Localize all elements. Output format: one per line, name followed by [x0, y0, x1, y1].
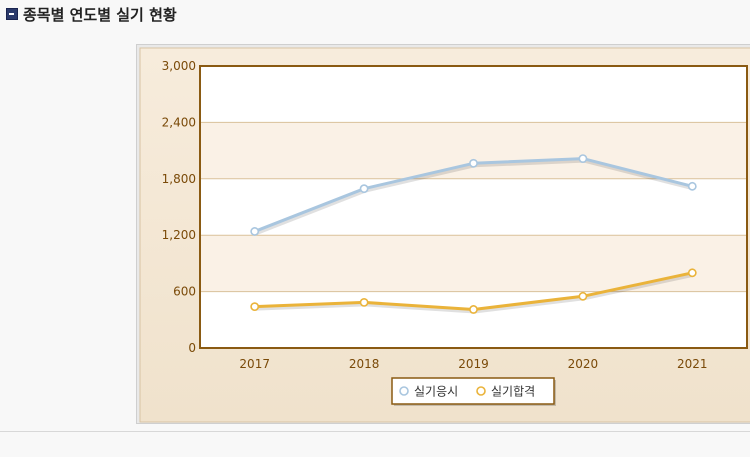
legend-box — [391, 377, 555, 405]
data-point — [469, 158, 478, 168]
data-point — [578, 291, 588, 301]
data-point — [578, 154, 588, 163]
y-tick-label: 1,200 — [162, 228, 196, 242]
x-tick-label: 2018 — [349, 357, 380, 371]
bullet-icon — [6, 8, 18, 20]
y-tick-label: 1,800 — [162, 172, 196, 186]
data-point — [687, 268, 697, 278]
legend-marker — [476, 386, 486, 396]
plot-border — [199, 65, 748, 349]
data-point — [359, 298, 369, 307]
plot-band — [200, 178, 747, 236]
x-tick-label: 2021 — [677, 357, 708, 371]
y-tick-label: 2,400 — [162, 115, 196, 129]
chart-frame: 0 600 1,200 1,800 2,400 3,000 2017 2018 2019 2020… — [136, 44, 750, 424]
legend-label: 실기합격 — [491, 385, 535, 399]
data-point — [469, 305, 478, 314]
page-title: 종목별 연도별 실기 현황 — [6, 4, 177, 24]
legend-marker — [399, 386, 409, 396]
plot-band — [200, 66, 747, 123]
line-chart: 0 600 1,200 1,800 2,400 3,000 2017 2018 2019 2020… — [139, 47, 750, 423]
y-tick-label: 0 — [188, 341, 196, 355]
legend-label: 실기응시 — [414, 385, 458, 399]
y-tick-label: 600 — [173, 285, 196, 299]
plot-band — [200, 235, 747, 292]
plot-band — [200, 122, 747, 179]
divider — [0, 431, 750, 432]
data-point — [687, 181, 697, 191]
page-title-text: 종목별 연도별 실기 현황 — [23, 5, 177, 24]
x-tick-label: 2020 — [568, 357, 599, 371]
data-point — [359, 184, 369, 194]
x-tick-label: 2017 — [239, 357, 270, 371]
plot-band — [200, 291, 747, 348]
x-tick-label: 2019 — [458, 357, 489, 371]
data-point — [250, 227, 260, 236]
data-point — [250, 302, 260, 312]
y-tick-label: 3,000 — [162, 59, 196, 73]
